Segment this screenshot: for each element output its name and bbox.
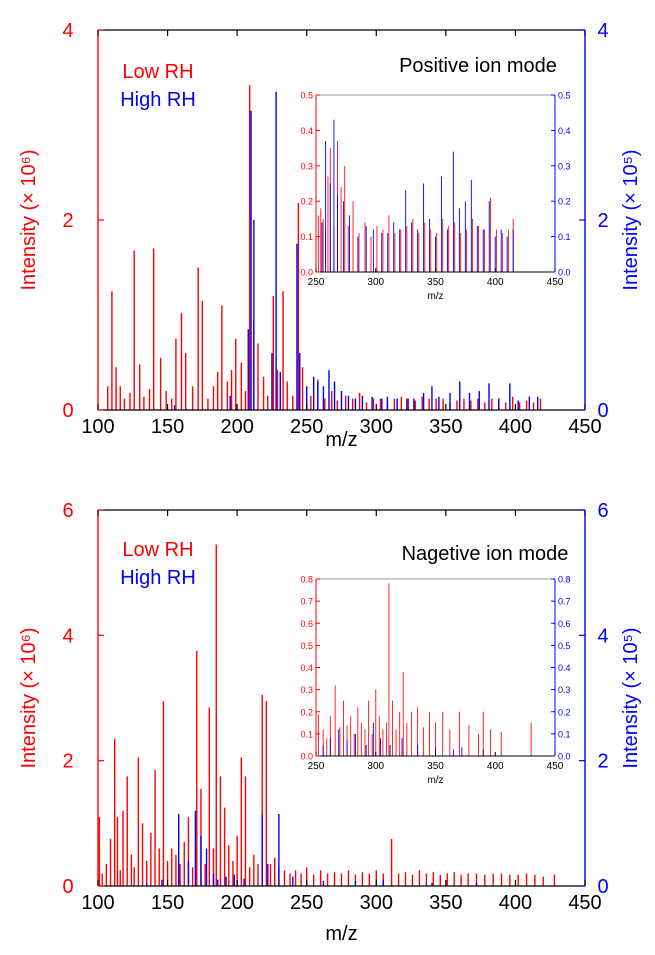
inset-x-tick-label: 300 xyxy=(367,761,384,772)
panel-top: 100 150 200 250 300 350 400 450024024m/zIntensi… xyxy=(18,20,642,451)
inset-y-tick-label-right: 0.8 xyxy=(558,575,571,585)
inset-y-tick-label-left: 0.1 xyxy=(300,729,313,739)
y-axis-label-right: Intensity (× 10⁵) xyxy=(620,149,642,290)
legend-low-rh: Low RH xyxy=(122,61,193,83)
y-tick-label-right: 4 xyxy=(597,20,608,42)
x-tick-label: 350 xyxy=(429,892,462,914)
x-tick-label: 450 xyxy=(568,892,601,914)
series-low-rh xyxy=(98,544,556,886)
inset-y-tick-label-left: 0.2 xyxy=(300,707,313,717)
inset-y-tick-label-left: 0.5 xyxy=(300,91,313,101)
inset-y-tick-label-right: 0.1 xyxy=(558,729,571,739)
series-high-rh xyxy=(145,810,478,886)
inset-y-tick-label-left: 0.7 xyxy=(300,597,313,607)
x-axis-label: m/z xyxy=(325,923,357,945)
inset-y-tick-label-right: 0.2 xyxy=(558,707,571,717)
inset-series-low-rh xyxy=(317,583,532,756)
x-tick-label: 200 xyxy=(220,416,253,438)
y-tick-label-right: 4 xyxy=(597,625,608,647)
x-tick-label: 100 xyxy=(81,892,114,914)
inset-y-tick-label-left: 0.6 xyxy=(300,619,313,629)
x-tick-label: 400 xyxy=(499,892,532,914)
x-tick-label: 100 xyxy=(81,416,114,438)
x-tick-label: 200 xyxy=(220,892,253,914)
inset-x-tick-label: 250 xyxy=(308,761,325,772)
inset-y-tick-label-left: 0.4 xyxy=(300,663,313,673)
inset-y-tick-label-right: 0.5 xyxy=(558,641,571,651)
x-tick-label: 150 xyxy=(151,892,184,914)
inset-y-tick-label-left: 0.4 xyxy=(300,126,313,136)
x-axis-label: m/z xyxy=(325,429,357,451)
x-tick-label: 450 xyxy=(568,416,601,438)
y-tick-label-right: 0 xyxy=(597,400,608,422)
inset-y-tick-label-right: 0.4 xyxy=(558,663,571,673)
inset-series-high-rh xyxy=(321,119,514,272)
inset-y-tick-label-right: 0.4 xyxy=(558,126,571,136)
y-axis-label-left: Intensity (× 10⁶) xyxy=(18,627,40,768)
legend-high-rh: High RH xyxy=(120,89,196,111)
y-tick-label-left: 0 xyxy=(62,876,73,898)
legend-low-rh: Low RH xyxy=(122,539,193,561)
inset-y-tick-label-left: 0.0 xyxy=(300,268,313,278)
y-tick-label-left: 2 xyxy=(62,210,73,232)
inset-y-tick-label-right: 0.0 xyxy=(558,752,571,762)
x-tick-label: 400 xyxy=(499,416,532,438)
y-axis-label-left: Intensity (× 10⁶) xyxy=(18,149,40,290)
inset-x-tick-label: 450 xyxy=(547,277,564,288)
y-tick-label-left: 2 xyxy=(62,751,73,773)
inset-y-tick-label-right: 0.5 xyxy=(558,91,571,101)
x-tick-label: 350 xyxy=(429,416,462,438)
x-tick-label: 250 xyxy=(290,416,323,438)
inset-y-tick-label-left: 0.0 xyxy=(300,752,313,762)
y-tick-label-right: 2 xyxy=(597,751,608,773)
inset-y-tick-label-right: 0.3 xyxy=(558,685,571,695)
x-tick-label: 150 xyxy=(151,416,184,438)
inset-x-tick-label: 350 xyxy=(427,761,444,772)
y-axis-label-right: Intensity (× 10⁵) xyxy=(620,627,642,768)
inset-y-tick-label-right: 0.1 xyxy=(558,232,571,242)
inset-y-tick-label-left: 0.5 xyxy=(300,641,313,651)
inset-x-tick-label: 250 xyxy=(308,277,325,288)
inset-y-tick-label-right: 0.2 xyxy=(558,197,571,207)
inset-y-tick-label-right: 0.6 xyxy=(558,619,571,629)
inset-x-tick-label: 450 xyxy=(547,761,564,772)
inset-y-tick-label-right: 0.7 xyxy=(558,597,571,607)
inset-y-tick-label-right: 0.0 xyxy=(558,268,571,278)
inset-x-tick-label: 400 xyxy=(487,277,504,288)
inset-y-tick-label-left: 0.3 xyxy=(300,161,313,171)
panel-bottom: 100 150 200 250 300 350 400 45002460246m/zInten… xyxy=(18,500,642,945)
mode-annotation: Nagetive ion mode xyxy=(402,543,569,565)
inset-x-axis-label: m/z xyxy=(427,291,443,302)
inset-x-tick-label: 350 xyxy=(427,277,444,288)
inset-top: 250 300 350 400 450 m/z 0.0 0.0 0.1 0.1 0.2 0.2 0.3 0… xyxy=(300,91,570,303)
inset-x-tick-label: 400 xyxy=(487,761,504,772)
inset-y-tick-label-left: 0.1 xyxy=(300,232,313,242)
inset-x-tick-label: 300 xyxy=(367,277,384,288)
inset-bottom: 250 300 350 400 450 m/z 0.0 0.0 0.1 0.1 0.2 0.2 0.3 0… xyxy=(300,575,570,787)
x-tick-label: 300 xyxy=(360,892,393,914)
y-tick-label-left: 4 xyxy=(62,20,73,42)
legend-high-rh: High RH xyxy=(120,567,196,589)
inset-y-tick-label-left: 0.3 xyxy=(300,685,313,695)
inset-y-tick-label-right: 0.3 xyxy=(558,161,571,171)
y-tick-label-right: 0 xyxy=(597,876,608,898)
inset-x-axis-label: m/z xyxy=(427,775,443,786)
y-tick-label-right: 2 xyxy=(597,210,608,232)
x-tick-label: 300 xyxy=(360,416,393,438)
mode-annotation: Positive ion mode xyxy=(399,55,557,77)
x-tick-label: 250 xyxy=(290,892,323,914)
inset-y-tick-label-left: 0.2 xyxy=(300,197,313,207)
y-tick-label-left: 6 xyxy=(62,500,73,522)
inset-series-high-rh xyxy=(322,722,484,756)
y-tick-label-right: 6 xyxy=(597,500,608,522)
series-high-rh xyxy=(173,91,539,410)
y-tick-label-left: 4 xyxy=(62,625,73,647)
y-tick-label-left: 0 xyxy=(62,400,73,422)
inset-y-tick-label-left: 0.8 xyxy=(300,575,313,585)
